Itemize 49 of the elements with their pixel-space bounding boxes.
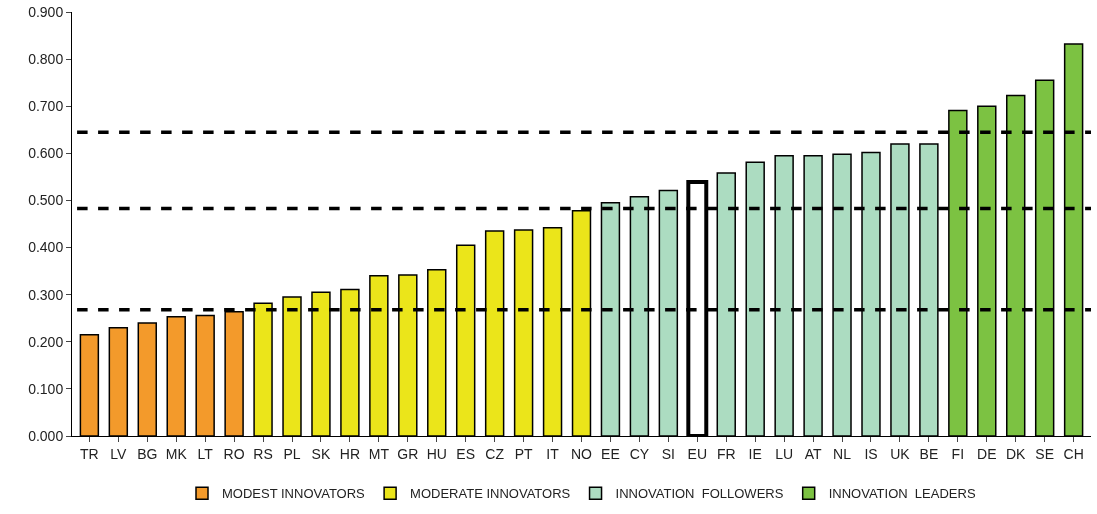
x-tick-label: GR (397, 445, 419, 462)
legend-label: INNOVATION FOLLOWERS (615, 486, 784, 502)
x-tick-label: DE (977, 445, 997, 462)
x-tick-label: TR (80, 445, 99, 462)
x-tick-label: MT (368, 445, 390, 462)
x-tick-label: IE (748, 445, 762, 462)
x-tick-label: EE (601, 445, 620, 462)
y-tick-label: 0.400 (28, 239, 64, 256)
x-tick-label: LV (110, 445, 128, 462)
legend-label: INNOVATION LEADERS (828, 486, 976, 502)
x-tick-label: HU (426, 445, 447, 462)
x-tick-label: SI (661, 445, 675, 462)
x-tick-label: CY (629, 445, 650, 462)
y-tick-label: 0.300 (28, 286, 64, 303)
x-tick-label: RO (223, 445, 245, 462)
x-tick-label: LT (197, 445, 214, 462)
y-tick-label: 0.700 (28, 98, 64, 115)
x-tick-label: SE (1035, 445, 1055, 462)
x-tick-label: IS (864, 445, 878, 462)
legend-label: MODEST INNOVATORS (222, 486, 366, 502)
x-tick-label: UK (890, 445, 911, 462)
x-tick-label: AT (804, 445, 822, 462)
x-tick-label: PL (283, 445, 301, 462)
x-tick-label: MK (165, 445, 188, 462)
x-tick-label: RS (253, 445, 273, 462)
y-tick-label: 0.800 (28, 51, 64, 68)
y-tick-label: 0.100 (28, 380, 64, 397)
legend-label: MODERATE INNOVATORS (410, 486, 571, 502)
x-tick-label: CZ (485, 445, 505, 462)
x-tick-label: FI (951, 445, 965, 462)
y-tick-label: 0.000 (28, 427, 64, 444)
y-tick-label: 0.200 (28, 333, 64, 350)
x-tick-label: LU (775, 445, 794, 462)
x-tick-label: EU (687, 445, 708, 462)
x-tick-label: NO (571, 445, 593, 462)
x-tick-label: SK (311, 445, 331, 462)
x-tick-label: BE (919, 445, 939, 462)
x-tick-label: FR (716, 445, 736, 462)
y-tick-label: 0.900 (28, 3, 64, 20)
x-tick-label: DK (1006, 445, 1027, 462)
x-tick-label: ES (456, 445, 476, 462)
x-tick-label: HR (339, 445, 361, 462)
y-tick-label: 0.600 (28, 145, 64, 162)
x-tick-label: BG (137, 445, 158, 462)
y-tick-label: 0.500 (28, 192, 64, 209)
x-tick-label: CH (1063, 445, 1084, 462)
x-tick-label: PT (514, 445, 533, 462)
x-tick-label: IT (546, 445, 560, 462)
x-tick-label: NL (833, 445, 852, 462)
